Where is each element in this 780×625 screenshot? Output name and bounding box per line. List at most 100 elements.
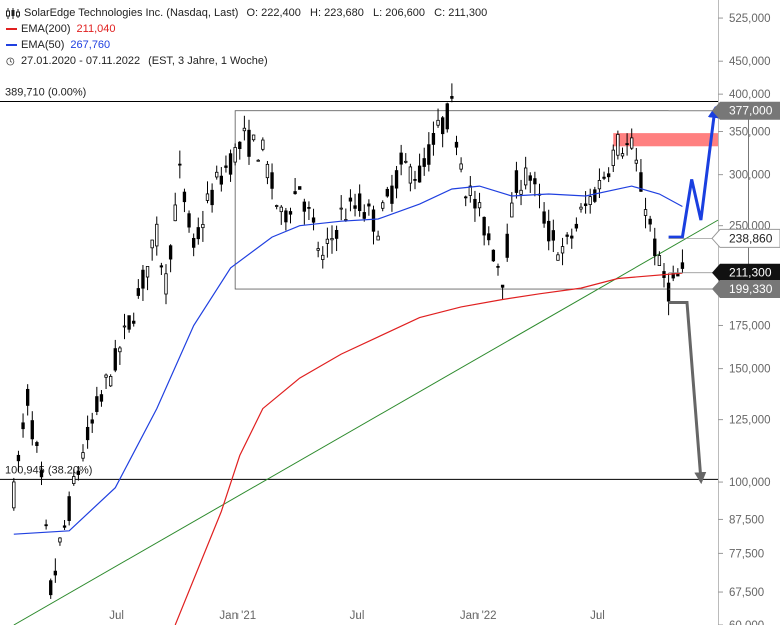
candle-up xyxy=(408,166,413,184)
candle-up xyxy=(261,139,265,150)
candle-up xyxy=(616,134,620,156)
candle-down xyxy=(653,238,657,256)
y-tick-label: 77,500 xyxy=(729,548,764,560)
candle-up xyxy=(560,246,565,254)
candle-down xyxy=(570,235,574,239)
candle-down xyxy=(187,213,191,228)
resistance-zone xyxy=(613,133,718,147)
candle-down xyxy=(680,262,685,269)
candle-down xyxy=(450,96,454,99)
candle-down xyxy=(514,170,519,193)
candle-down xyxy=(371,209,376,232)
candle-down xyxy=(311,217,316,223)
candle-down xyxy=(90,419,94,424)
candle-down xyxy=(210,189,214,206)
candle-down xyxy=(547,220,551,242)
period-info: (EST, 3 Jahre, 1 Woche) xyxy=(148,55,268,67)
y-tick-label: 100,000 xyxy=(729,477,771,489)
candle-down xyxy=(178,163,182,166)
ema200-line xyxy=(174,272,683,625)
candle-down xyxy=(62,525,67,528)
candle-down xyxy=(85,426,90,441)
candle-up xyxy=(376,235,380,241)
candle-down xyxy=(141,269,145,289)
candle-down xyxy=(302,201,306,212)
candle-up xyxy=(242,127,247,132)
clock-icon xyxy=(6,57,15,65)
candle-up xyxy=(145,266,150,278)
y-tick-label: 525,000 xyxy=(729,13,771,25)
candle-down xyxy=(367,203,371,207)
candle-down xyxy=(542,211,546,224)
candle-down xyxy=(247,129,251,157)
candle-up xyxy=(201,224,205,229)
candle-up xyxy=(519,189,523,195)
candle-down xyxy=(606,173,611,178)
candle-up xyxy=(321,254,325,260)
candle-up xyxy=(630,137,634,149)
candle-up xyxy=(118,347,122,353)
candle-down xyxy=(353,205,357,209)
price-tag xyxy=(712,280,780,299)
candle-down xyxy=(288,211,293,215)
candle-up xyxy=(643,209,648,216)
y-tick-label: 60,000 xyxy=(729,620,764,625)
candle-down xyxy=(390,185,394,204)
x-tick-label: Jul xyxy=(350,610,365,622)
candle-down xyxy=(307,206,311,209)
candle-down xyxy=(454,141,459,148)
candle-down xyxy=(127,315,131,330)
y-tick-label: 350,000 xyxy=(729,127,771,139)
candle-up xyxy=(58,537,62,543)
x-tick-label: Jul xyxy=(109,610,124,622)
ema50-value: 267,760 xyxy=(70,39,111,51)
candle-down xyxy=(473,198,477,209)
candle-up xyxy=(339,207,343,210)
candle-down xyxy=(25,388,30,406)
candle-down xyxy=(16,454,21,462)
candle-up xyxy=(468,185,472,196)
legend-ema200[interactable]: EMA(200) 211,040 xyxy=(6,21,487,37)
candle-up xyxy=(404,160,408,163)
candle-up xyxy=(251,134,256,141)
candle-down xyxy=(21,422,25,430)
candle-up xyxy=(381,202,385,209)
candle-down xyxy=(224,165,228,168)
candle-down xyxy=(99,394,104,402)
period-range: 27.01.2020 - 07.11.2022 xyxy=(21,55,141,67)
candle-down xyxy=(394,170,399,189)
candle-up xyxy=(215,171,219,178)
candle-up xyxy=(72,476,76,484)
candle-down xyxy=(639,172,643,192)
candle-down xyxy=(500,284,505,288)
ema50-line xyxy=(13,185,683,535)
candle-down xyxy=(528,175,532,181)
candle-up xyxy=(108,376,113,387)
ema50-swatch xyxy=(6,44,17,46)
candlestick-icon xyxy=(6,7,20,19)
candle-up xyxy=(556,254,560,261)
candle-down xyxy=(196,227,200,240)
candle-down xyxy=(44,524,48,527)
candle-down xyxy=(76,470,81,475)
ema200-value: 211,040 xyxy=(76,23,116,35)
candle-down xyxy=(666,282,671,302)
legend-ema50[interactable]: EMA(50) 267,760 xyxy=(6,37,487,53)
candle-up xyxy=(155,223,159,247)
candle-up xyxy=(620,153,625,157)
candle-down xyxy=(293,191,297,195)
candle-down xyxy=(159,265,164,268)
candle-up xyxy=(316,248,320,251)
candle-up xyxy=(325,238,330,244)
candle-down xyxy=(648,218,652,225)
candle-down xyxy=(496,265,500,268)
candle-up xyxy=(164,273,168,295)
price-tag xyxy=(712,101,780,120)
candle-up xyxy=(81,452,85,459)
candle-up xyxy=(436,119,440,126)
bearish-scenario-arrow xyxy=(668,301,707,485)
price-tag-label: 199,330 xyxy=(729,282,773,296)
candle-up xyxy=(588,196,592,206)
price-tag-label: 238,860 xyxy=(729,231,773,245)
